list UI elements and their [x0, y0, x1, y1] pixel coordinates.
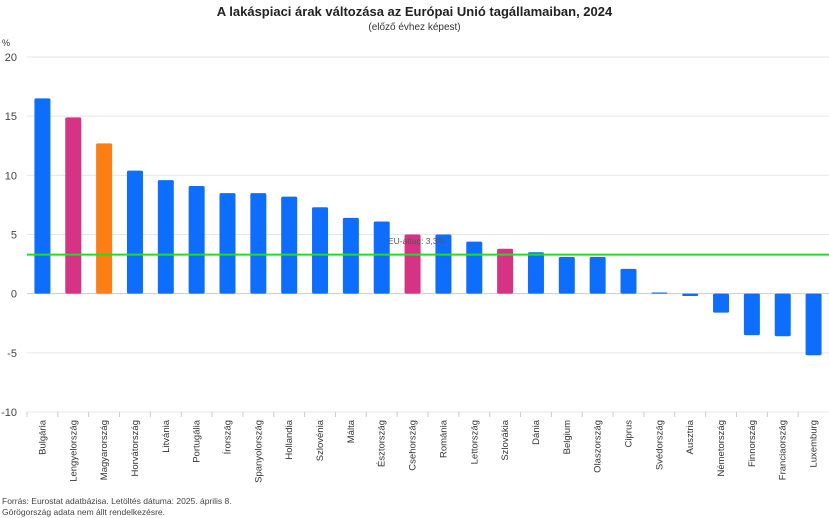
bar: [65, 117, 82, 294]
footer: Forrás: Eurostat adatbázisa. Letöltés dá…: [2, 496, 232, 518]
bar: [743, 293, 760, 336]
x-tick-label: Írország: [223, 420, 234, 454]
x-tick-label: Horvátország: [130, 420, 141, 477]
x-tick-label: Belgium: [562, 420, 573, 454]
y-axis-label: %: [2, 38, 10, 48]
bar: [713, 293, 730, 313]
y-tick-label: -10: [1, 407, 17, 419]
bar: [651, 292, 668, 294]
bar: [157, 180, 174, 294]
x-tick-label: Magyarország: [99, 420, 110, 480]
bar: [250, 193, 267, 294]
x-tick-label: Lengyelország: [68, 420, 79, 482]
bar: [805, 293, 822, 356]
x-tick-label: Észtország: [377, 420, 388, 467]
x-tick-label: Litvánia: [161, 419, 172, 452]
bar: [34, 98, 51, 294]
y-tick-label: 0: [11, 289, 17, 301]
bar: [96, 143, 113, 294]
bar: [466, 241, 483, 294]
y-tick-label: -5: [7, 348, 17, 360]
x-tick-label: Hollandia: [284, 419, 295, 459]
missing-data-note: Görögország adata nem állt rendelkezésre…: [2, 507, 166, 517]
bar: [682, 293, 699, 297]
x-tick-label: Szlovákia: [500, 419, 511, 460]
bar: [774, 293, 791, 337]
source-note: Forrás: Eurostat adatbázisa. Letöltés dá…: [2, 496, 232, 506]
bar: [281, 196, 298, 294]
bar: [435, 234, 452, 294]
chart-title: A lakáspiaci árak változása az Európai U…: [216, 4, 613, 19]
bar: [497, 248, 514, 294]
x-tick-label: Luxemburg: [809, 420, 820, 468]
bar: [312, 207, 329, 294]
x-tick-label: Finnország: [747, 420, 758, 467]
x-tick-label: Bulgária: [37, 419, 48, 455]
bar: [558, 256, 575, 294]
x-tick-label: Ausztria: [685, 419, 696, 454]
bar: [219, 193, 236, 294]
x-tick-label: Portugália: [192, 419, 203, 462]
bar: [589, 256, 606, 294]
x-tick-label: Dánia: [531, 419, 542, 445]
x-tick-label: Franciaország: [778, 420, 789, 480]
y-tick-label: 5: [11, 230, 17, 242]
chart-subtitle: (előző évhez képest): [368, 22, 461, 33]
x-tick-label: Szlovénia: [315, 419, 326, 461]
x-tick-label: Lettország: [469, 420, 480, 464]
x-tick-label: Csehország: [408, 420, 419, 471]
x-tick-label: Málta: [346, 419, 357, 443]
bar: [527, 252, 544, 294]
x-tick-label: Svédország: [654, 420, 665, 470]
bar: [620, 268, 637, 294]
bar: [404, 234, 421, 294]
y-tick-label: 15: [5, 111, 17, 123]
x-tick-label: Románia: [438, 419, 449, 458]
bar: [373, 221, 390, 294]
bar: [188, 185, 205, 294]
y-tick-label: 20: [5, 52, 17, 64]
bar: [342, 217, 359, 294]
x-tick-label: Spanyolország: [253, 420, 264, 483]
eu-average-label: EU-átlag: 3,3%: [388, 236, 446, 246]
x-tick-label: Németország: [716, 420, 727, 477]
y-tick-label: 10: [5, 170, 17, 182]
bar: [126, 170, 143, 294]
x-tick-label: Olaszország: [593, 420, 604, 473]
x-tick-label: Ciprus: [624, 420, 635, 448]
